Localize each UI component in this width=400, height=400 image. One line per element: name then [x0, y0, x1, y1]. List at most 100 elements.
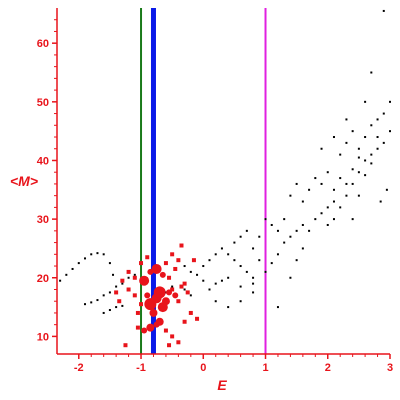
data-point	[370, 162, 373, 165]
data-point	[163, 261, 168, 266]
data-point	[84, 303, 87, 306]
data-point	[179, 284, 184, 289]
data-point	[301, 223, 304, 226]
data-point	[133, 273, 136, 276]
data-point	[220, 279, 223, 282]
data-point	[65, 273, 68, 276]
data-point	[264, 270, 267, 273]
data-point	[314, 218, 317, 221]
data-point	[308, 229, 311, 232]
data-point	[389, 130, 391, 133]
data-point	[382, 9, 385, 12]
y-tick-label: 60	[37, 38, 49, 50]
data-point	[139, 261, 144, 266]
data-point	[214, 282, 217, 285]
data-point	[121, 282, 124, 285]
data-point	[264, 218, 267, 221]
data-point	[270, 262, 273, 265]
data-point	[163, 328, 168, 333]
data-point	[208, 288, 211, 291]
data-point	[252, 282, 255, 285]
data-point	[117, 299, 122, 304]
data-point	[121, 304, 124, 307]
data-point	[233, 241, 236, 244]
data-point	[320, 147, 323, 150]
data-point	[382, 112, 385, 115]
data-point	[115, 285, 118, 288]
data-point	[295, 182, 298, 185]
data-point	[252, 276, 255, 279]
data-point	[332, 218, 335, 221]
data-point	[120, 278, 125, 283]
data-point	[239, 300, 242, 303]
data-point	[326, 223, 329, 226]
data-point	[159, 271, 166, 278]
data-point	[239, 285, 242, 288]
data-point	[171, 285, 174, 288]
ticks: -2 -1 0 1 2 3 10 20 30 40 50 60	[37, 19, 393, 374]
data-point	[170, 287, 175, 292]
data-point	[123, 343, 128, 348]
data-point	[364, 136, 367, 139]
data-point	[270, 223, 273, 226]
data-point	[376, 136, 379, 139]
data-point	[149, 308, 158, 317]
x-tick-label: -2	[74, 362, 84, 374]
data-point	[345, 141, 348, 144]
data-point	[185, 290, 190, 295]
data-point	[370, 153, 373, 156]
data-point	[151, 263, 162, 274]
data-point	[339, 206, 342, 209]
data-point	[167, 275, 172, 280]
data-point	[289, 235, 292, 238]
data-point	[96, 252, 99, 255]
data-point	[370, 71, 373, 74]
data-point	[135, 310, 140, 315]
data-point	[289, 276, 292, 279]
x-tick-label: -1	[136, 362, 146, 374]
y-tick-label: 20	[37, 273, 49, 285]
data-point	[364, 174, 367, 177]
x-axis-label: E	[217, 377, 227, 393]
data-point	[389, 100, 391, 103]
data-point	[188, 310, 193, 315]
data-point	[176, 299, 181, 304]
data-point	[245, 270, 248, 273]
y-tick-label: 30	[37, 214, 49, 226]
data-point	[183, 265, 186, 268]
data-point	[357, 147, 360, 150]
data-point	[59, 279, 62, 282]
x-tick-label: 0	[200, 362, 206, 374]
data-point	[167, 343, 172, 348]
data-point	[276, 229, 279, 232]
x-tick-label: 1	[262, 362, 268, 374]
data-point	[139, 302, 144, 307]
data-point	[233, 259, 236, 262]
data-point	[326, 206, 329, 209]
data-point	[220, 247, 223, 250]
data-point	[170, 252, 175, 257]
black-points-series	[59, 9, 391, 314]
data-point	[320, 182, 323, 185]
data-point	[252, 247, 255, 250]
data-point	[179, 243, 184, 248]
data-point	[370, 124, 373, 127]
data-point	[239, 265, 242, 268]
data-point	[139, 275, 150, 286]
data-point	[351, 182, 354, 185]
data-point	[357, 171, 360, 174]
data-point	[202, 265, 205, 268]
data-point	[102, 253, 105, 256]
x-tick-label: 2	[325, 362, 331, 374]
data-point	[345, 194, 348, 197]
data-point	[332, 188, 335, 191]
data-point	[202, 279, 205, 282]
y-tick-label: 40	[37, 155, 49, 167]
data-point	[182, 319, 187, 324]
data-point	[189, 294, 192, 297]
data-point	[146, 323, 155, 332]
data-point	[191, 258, 196, 263]
data-point	[289, 194, 292, 197]
data-point	[351, 130, 354, 133]
